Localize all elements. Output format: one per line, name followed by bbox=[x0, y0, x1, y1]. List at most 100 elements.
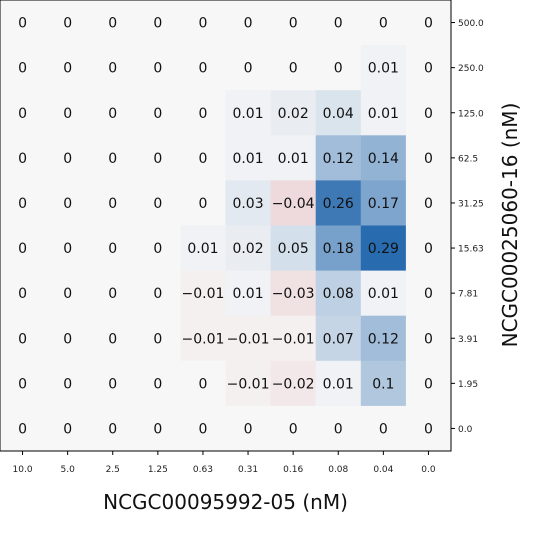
cell-value-label: 0 bbox=[18, 106, 27, 122]
cell-value-label: 0 bbox=[63, 151, 72, 167]
heatmap-cell bbox=[135, 180, 181, 226]
cell-value-label: −0.03 bbox=[272, 286, 315, 302]
y-tick-label: 1.95 bbox=[458, 380, 478, 390]
heatmap-cell bbox=[180, 360, 226, 407]
cell-value-label: 0 bbox=[18, 286, 27, 302]
heatmap-cell bbox=[0, 315, 46, 362]
heatmap-cell bbox=[315, 0, 362, 46]
cell-value-label: 0 bbox=[18, 241, 27, 257]
cell-value-label: 0.01 bbox=[368, 106, 399, 122]
plot-frame bbox=[0, 0, 452, 452]
heatmap-cell bbox=[225, 225, 272, 272]
y-axis-ticks: 500.0 250.0 125.0 62.5 31.25 15.63 7.81 3.91 1.9… bbox=[451, 19, 484, 435]
heatmap-cell bbox=[270, 405, 317, 452]
cell-value-label: 0.26 bbox=[323, 196, 354, 212]
cell-value-label: 0 bbox=[244, 61, 253, 77]
heatmap-cell bbox=[405, 45, 452, 91]
heatmap-cell bbox=[0, 270, 46, 317]
cell-value-label: 0 bbox=[289, 16, 298, 32]
cell-value-label: 0 bbox=[18, 61, 27, 77]
y-tick-label: 3.91 bbox=[458, 335, 478, 345]
heatmap-cell bbox=[270, 360, 317, 407]
x-tick-label: 10.0 bbox=[13, 465, 33, 475]
cell-value-label: −0.02 bbox=[272, 376, 315, 392]
cell-value-label: 0 bbox=[198, 196, 207, 212]
cell-value-label: 0.01 bbox=[232, 106, 263, 122]
heatmap-cell bbox=[225, 270, 272, 317]
heatmap-cell bbox=[0, 360, 46, 407]
cell-value-label: 0 bbox=[18, 16, 27, 32]
cell-value-label: 0.1 bbox=[372, 376, 394, 392]
cell-value-label: 0 bbox=[108, 421, 117, 437]
cell-value-label: 0.18 bbox=[323, 241, 354, 257]
cell-value-label: 0 bbox=[424, 331, 433, 347]
heatmap-cell bbox=[225, 180, 272, 226]
heatmap-cell bbox=[405, 360, 452, 407]
heatmap-cell bbox=[360, 225, 407, 272]
heatmap-cell bbox=[90, 360, 136, 407]
heatmap-cell bbox=[225, 405, 272, 452]
heatmap-cell bbox=[45, 135, 91, 181]
y-axis-label: NCGC00025060-16 (nM) bbox=[498, 103, 522, 348]
heatmap-cell bbox=[180, 315, 226, 362]
heatmap-cell bbox=[0, 405, 46, 452]
heatmap-cell bbox=[270, 225, 317, 272]
cell-value-label: 0 bbox=[244, 16, 253, 32]
cell-value-label: 0 bbox=[289, 61, 298, 77]
cell-value-label: 0 bbox=[153, 421, 162, 437]
heatmap-cell bbox=[225, 135, 272, 181]
heatmap-cell bbox=[360, 135, 407, 181]
cell-value-label: 0 bbox=[424, 241, 433, 257]
heatmap-cell bbox=[0, 45, 46, 91]
heatmap-cell bbox=[180, 135, 226, 181]
x-axis-ticks: 10.0 5.0 2.5 1.25 0.63 0.31 0.16 0.08 0.04 0.0 bbox=[13, 451, 436, 475]
cell-value-label: 0 bbox=[153, 331, 162, 347]
heatmap-cell bbox=[360, 45, 407, 91]
x-tick-label: 0.16 bbox=[283, 465, 303, 475]
heatmap-cell bbox=[180, 45, 226, 91]
heatmap-cell bbox=[180, 180, 226, 226]
cell-value-label: 0 bbox=[424, 16, 433, 32]
cell-value-label: 0 bbox=[108, 331, 117, 347]
cell-value-label: −0.01 bbox=[181, 331, 224, 347]
cell-value-label: 0 bbox=[198, 376, 207, 392]
heatmap-cell bbox=[135, 0, 181, 46]
x-tick-label: 2.5 bbox=[106, 465, 120, 475]
heatmap-cell bbox=[90, 90, 136, 136]
cell-value-label: 0 bbox=[108, 241, 117, 257]
x-tick-label: 0.08 bbox=[328, 465, 348, 475]
cell-value-label: −0.01 bbox=[227, 376, 270, 392]
cell-value-label: 0.17 bbox=[368, 196, 399, 212]
heatmap-cell bbox=[225, 90, 272, 136]
heatmap-cell bbox=[135, 405, 181, 452]
cell-value-label: 0 bbox=[153, 106, 162, 122]
heatmap-cell bbox=[405, 270, 452, 317]
heatmap-cell bbox=[45, 360, 91, 407]
heatmap-cell bbox=[270, 90, 317, 136]
y-tick-label: 500.0 bbox=[458, 19, 484, 29]
heatmap-cell bbox=[270, 315, 317, 362]
heatmap-cell bbox=[0, 135, 46, 181]
heatmap-cell bbox=[405, 90, 452, 136]
heatmap-cell bbox=[45, 405, 91, 452]
cell-value-label: 0 bbox=[18, 151, 27, 167]
cell-value-label: 0 bbox=[153, 286, 162, 302]
cell-value-label: 0.01 bbox=[232, 151, 263, 167]
heatmap-cell bbox=[90, 315, 136, 362]
heatmap-cell bbox=[270, 0, 317, 46]
cell-value-label: 0 bbox=[63, 376, 72, 392]
cell-value-label: 0.12 bbox=[368, 331, 399, 347]
heatmap-cell bbox=[360, 0, 407, 46]
heatmap-cell bbox=[45, 315, 91, 362]
heatmap-cell bbox=[90, 0, 136, 46]
cell-value-label: 0.01 bbox=[368, 61, 399, 77]
heatmap-cell bbox=[0, 225, 46, 272]
cell-value-label: −0.01 bbox=[181, 286, 224, 302]
cell-value-label: 0 bbox=[63, 331, 72, 347]
cell-value-label: 0 bbox=[63, 16, 72, 32]
cell-value-label: 0.03 bbox=[232, 196, 263, 212]
cell-value-label: 0 bbox=[63, 196, 72, 212]
cell-value-label: −0.04 bbox=[272, 196, 315, 212]
x-tick-label: 0.31 bbox=[238, 465, 258, 475]
heatmap-cell bbox=[0, 0, 46, 46]
